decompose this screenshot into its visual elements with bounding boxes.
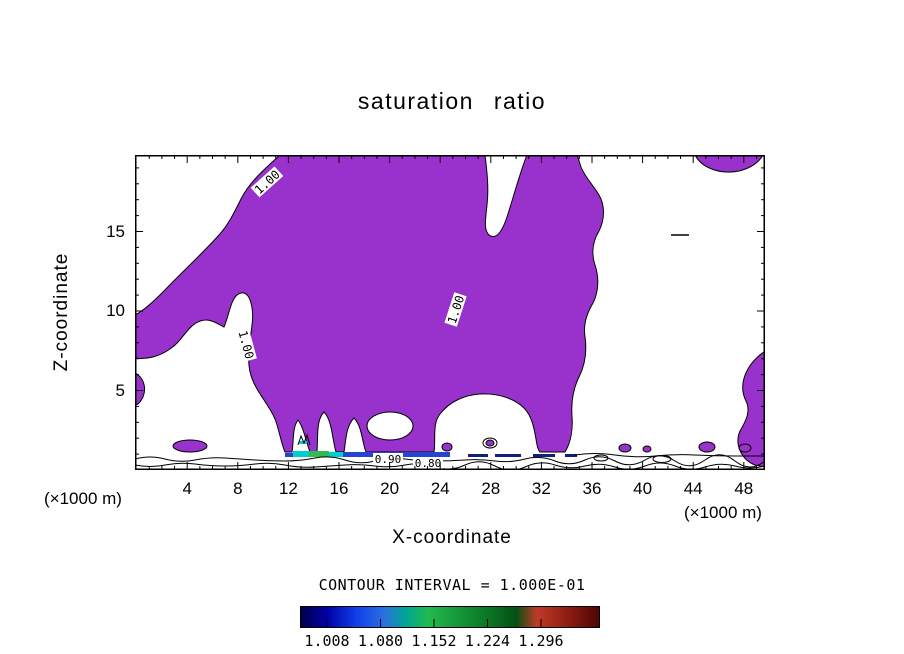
surface-patch [642, 445, 652, 453]
colorbar-gradient [300, 606, 600, 628]
strip-darkblue [533, 454, 555, 457]
strip-cyan [299, 441, 307, 444]
colorbar-tick-label: 1.296 [518, 632, 564, 650]
label-mask [250, 166, 284, 198]
contour-label-080: 0.80 [415, 457, 442, 470]
colorbar [300, 606, 600, 628]
label-mask [236, 327, 257, 362]
closed-contour [652, 455, 672, 463]
x-axis-unit-right: (×1000 m) [684, 503, 762, 522]
y-tick-label: 15 [106, 221, 125, 241]
closed-contour [593, 454, 609, 462]
top-notch-hole [484, 155, 528, 237]
x-axis-unit-left: (×1000 m) [44, 489, 122, 508]
x-tick-label: 40 [633, 479, 653, 498]
interior-hole [366, 411, 414, 441]
surface-patch [618, 443, 632, 453]
top-right-corner-patch [694, 155, 764, 173]
label-mask [413, 457, 443, 469]
right-edge-lobe [737, 350, 765, 468]
colorbar-tick-label: 1.080 [357, 632, 404, 650]
main-saturated-blob [135, 155, 604, 453]
chart-title: saturation ratio [357, 88, 547, 114]
label-mask [373, 453, 403, 465]
x-tick-label: 32 [531, 479, 551, 498]
strip-darkblue [565, 454, 577, 457]
x-axis-label: X-coordinate [392, 527, 512, 548]
x-tick-label: 4 [182, 479, 192, 498]
contour-line-segment [574, 453, 765, 458]
colorbar-tick-label: 1.224 [464, 632, 511, 650]
x-tick-label: 36 [582, 479, 602, 498]
x-tick-label: 24 [430, 479, 450, 498]
plot-area: 1.00 1.00 1.00 0.90 [135, 155, 765, 470]
x-tick-label: 8 [233, 479, 243, 498]
x-tick-label: 44 [683, 479, 703, 498]
strip-green [309, 451, 329, 457]
strip-cyan [329, 452, 343, 457]
colorbar-ticks [326, 619, 542, 628]
surface-patch [738, 443, 752, 453]
colorbar-tick-label: 1.008 [304, 632, 350, 650]
y-tick-label: 5 [115, 380, 125, 400]
x-tick-label: 20 [380, 479, 400, 498]
x-tick-label: 28 [481, 479, 501, 498]
small-zigzag-contour [297, 433, 311, 446]
strip-darkblue [495, 454, 521, 457]
label-mask [444, 292, 467, 327]
surface-patch [441, 442, 453, 452]
strip-darkblue [468, 454, 488, 457]
colorbar-frame [300, 606, 600, 628]
colorbar-tick-label: 1.152 [411, 632, 457, 650]
surface-patch [485, 439, 495, 447]
y-axis-label: Z-coordinate [51, 252, 72, 372]
closed-contour [482, 437, 498, 449]
strip-cyan [293, 451, 309, 457]
contour-plot: 1.00 1.00 1.00 0.90 [135, 155, 765, 470]
surface-patch [698, 441, 716, 453]
x-tick-label: 48 [734, 479, 754, 498]
strip-blue [285, 453, 293, 457]
subsaturated-holes [366, 155, 528, 441]
surface-patch [172, 439, 208, 453]
colorbar-svg [300, 606, 600, 628]
y-tick-label: 10 [106, 301, 125, 320]
contour-label-090: 0.90 [375, 453, 402, 466]
plot-frame [135, 155, 765, 470]
x-tick-label: 12 [278, 479, 298, 498]
contour-interval-note: CONTOUR INTERVAL = 1.000E-01 [318, 576, 586, 594]
x-tick-label: 16 [329, 479, 349, 498]
